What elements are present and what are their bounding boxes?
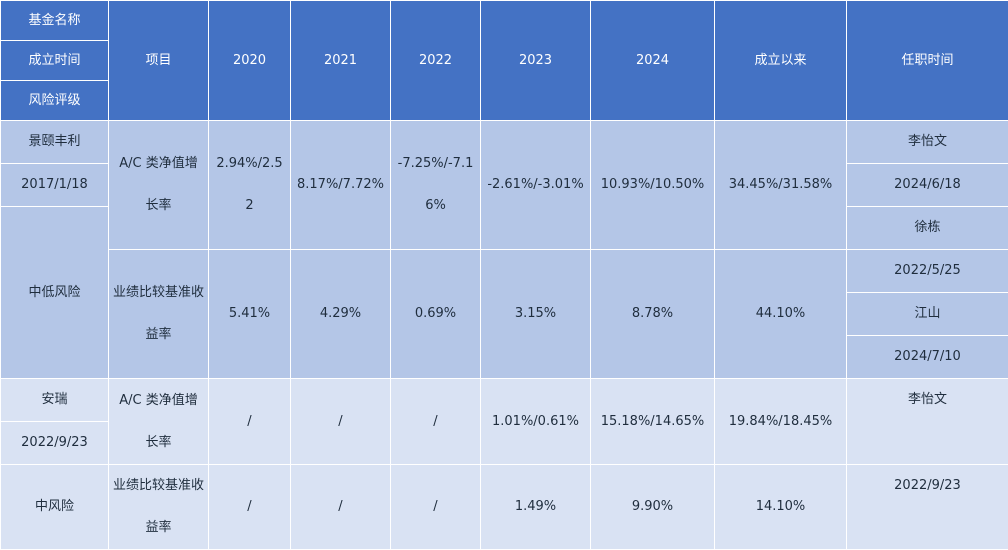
fund-inception-date: 2017/1/18: [1, 164, 109, 207]
nav-2022: /: [391, 379, 481, 465]
header-risk-rating: 风险评级: [1, 81, 109, 121]
header-2023: 2023: [481, 1, 591, 121]
benchmark-label: 业绩比较基准收益率: [109, 250, 209, 379]
fund-group-2: 安瑞 A/C 类净值增长率 / / / 1.01%/0.61% 15.18%/1…: [1, 379, 1008, 550]
bench-2022: 0.69%: [391, 250, 481, 379]
bench-since-inception: 14.10%: [715, 465, 847, 550]
fund-name: 安瑞: [1, 379, 109, 422]
header-since-inception: 成立以来: [715, 1, 847, 121]
bench-2020: /: [209, 465, 291, 550]
nav-2024: 10.93%/10.50%: [591, 121, 715, 250]
nav-2022: -7.25%/-7.16%: [391, 121, 481, 250]
manager-name: 李怡文: [847, 121, 1008, 164]
manager-tenure-date: 2024/6/18: [847, 164, 1008, 207]
bench-2021: 4.29%: [291, 250, 391, 379]
header-tenure: 任职时间: [847, 1, 1008, 121]
manager-tenure-date: 2022/9/23: [847, 465, 1008, 550]
manager-tenure-date: 2024/7/10: [847, 336, 1008, 379]
bench-2020: 5.41%: [209, 250, 291, 379]
nav-2023: -2.61%/-3.01%: [481, 121, 591, 250]
manager-tenure-date: 2022/5/25: [847, 250, 1008, 293]
nav-growth-label: A/C 类净值增长率: [109, 379, 209, 465]
header-fund-name: 基金名称: [1, 1, 109, 41]
table-header: 基金名称 项目 2020 2021 2022 2023 2024 成立以来 任职…: [1, 1, 1008, 121]
bench-2023: 1.49%: [481, 465, 591, 550]
header-2020: 2020: [209, 1, 291, 121]
nav-2020: 2.94%/2.52: [209, 121, 291, 250]
bench-2024: 9.90%: [591, 465, 715, 550]
manager-name: 徐栋: [847, 207, 1008, 250]
nav-since-inception: 34.45%/31.58%: [715, 121, 847, 250]
fund-name: 景颐丰利: [1, 121, 109, 164]
manager-name: 李怡文: [847, 379, 1008, 465]
header-2022: 2022: [391, 1, 481, 121]
header-2021: 2021: [291, 1, 391, 121]
manager-name: 江山: [847, 293, 1008, 336]
bench-2024: 8.78%: [591, 250, 715, 379]
bench-2022: /: [391, 465, 481, 550]
nav-2021: 8.17%/7.72%: [291, 121, 391, 250]
bench-2023: 3.15%: [481, 250, 591, 379]
nav-2024: 15.18%/14.65%: [591, 379, 715, 465]
header-inception-date: 成立时间: [1, 41, 109, 81]
header-2024: 2024: [591, 1, 715, 121]
bench-2021: /: [291, 465, 391, 550]
nav-growth-label: A/C 类净值增长率: [109, 121, 209, 250]
header-item: 项目: [109, 1, 209, 121]
benchmark-label: 业绩比较基准收益率: [109, 465, 209, 550]
fund-inception-date: 2022/9/23: [1, 422, 109, 465]
bench-since-inception: 44.10%: [715, 250, 847, 379]
nav-2023: 1.01%/0.61%: [481, 379, 591, 465]
nav-2020: /: [209, 379, 291, 465]
nav-since-inception: 19.84%/18.45%: [715, 379, 847, 465]
fund-group-1: 景颐丰利 A/C 类净值增长率 2.94%/2.52 8.17%/7.72% -…: [1, 121, 1008, 379]
fund-risk-rating: 中低风险: [1, 207, 109, 379]
nav-2021: /: [291, 379, 391, 465]
fund-risk-rating: 中风险: [1, 465, 109, 550]
